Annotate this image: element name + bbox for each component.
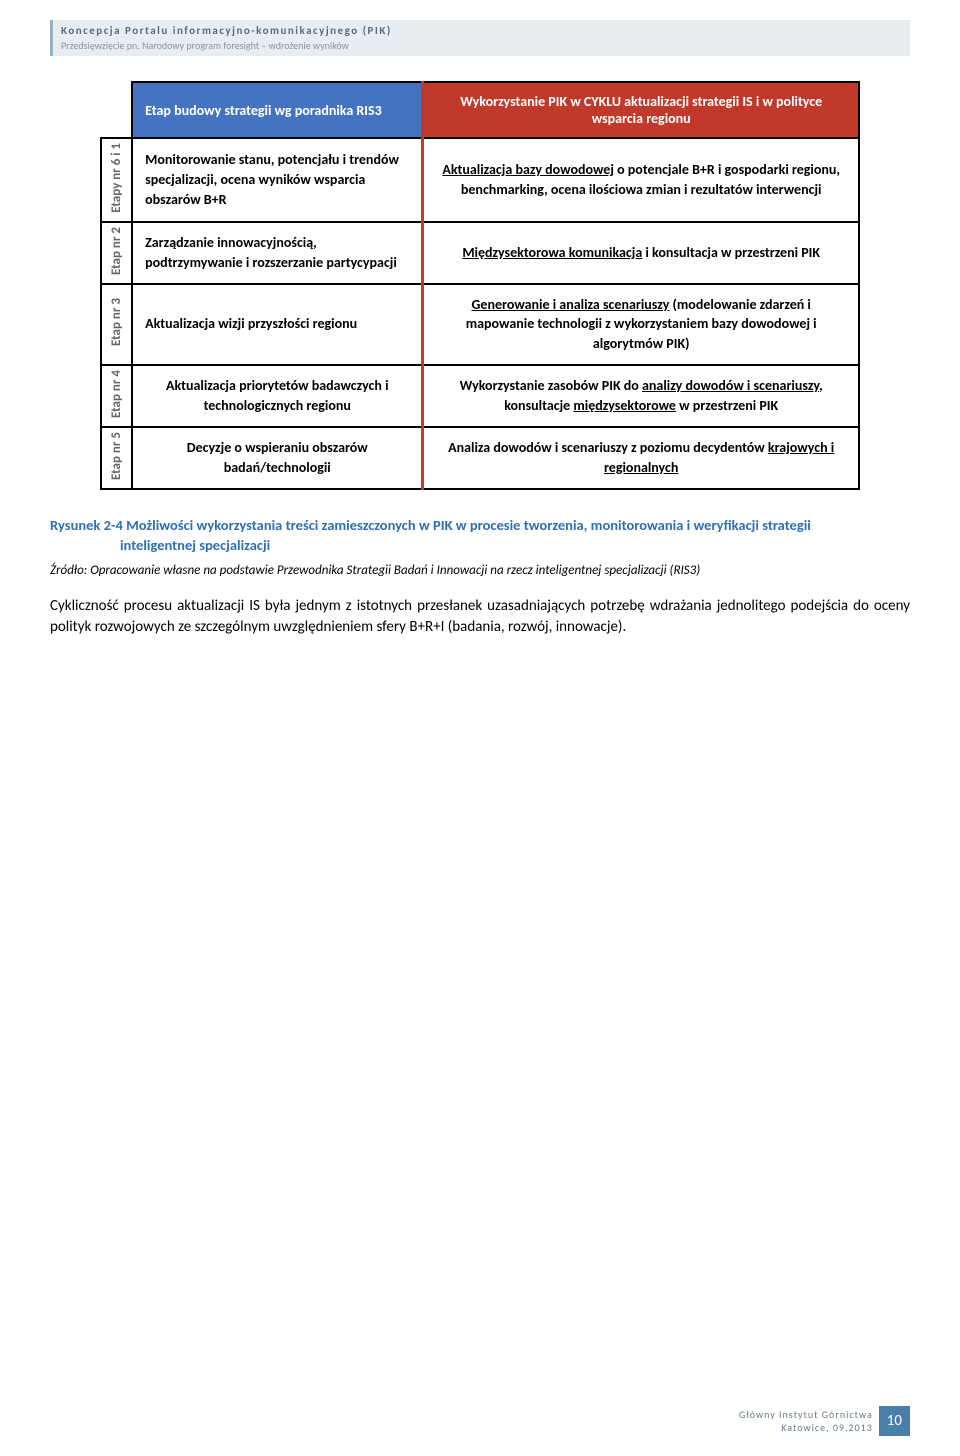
cell-left: Aktualizacja wizji przyszłości regionu [132,284,423,365]
page-footer: Główny Instytut Górnictwa Katowice, 09.2… [739,1406,910,1436]
page-number: 10 [879,1406,910,1436]
cell-left: Monitorowanie stanu, potencjału i trendó… [132,138,423,222]
etap-label: Etap nr 3 [109,298,124,346]
table-row: Etapy nr 6 i 1 Monitorowanie stanu, pote… [101,138,859,222]
cell-right: Generowanie i analiza scenariuszy (model… [423,284,859,365]
diagram-table: Etap budowy strategii wg poradnika RIS3 … [100,81,860,490]
header-left: Etap budowy strategii wg poradnika RIS3 [132,82,423,138]
cell-left: Decyzje o wspieraniu obszarów badań/tech… [132,427,423,489]
table-row: Etap nr 2 Zarządzanie innowacyjnością, p… [101,222,859,284]
cell-left: Aktualizacja priorytetów badawczych i te… [132,365,423,427]
etap-label: Etap nr 2 [109,227,124,275]
cell-right: Międzysektorowa komunikacja i konsultacj… [423,222,859,284]
etap-label: Etapy nr 6 i 1 [109,143,124,213]
header-subtitle: Przedsięwzięcie pn. Narodowy program for… [61,39,910,52]
etap-label: Etap nr 4 [109,370,124,418]
footer-text: Główny Instytut Górnictwa Katowice, 09.2… [739,1408,873,1434]
cell-left: Zarządzanie innowacyjnością, podtrzymywa… [132,222,423,284]
header-title: Koncepcja Portalu informacyjno-komunikac… [61,24,910,37]
table-row: Etap nr 4 Aktualizacja priorytetów badaw… [101,365,859,427]
figure-caption: Rysunek 2-4 Możliwości wykorzystania tre… [50,515,910,556]
ris3-diagram: Etap budowy strategii wg poradnika RIS3 … [100,81,860,490]
cell-right: Aktualizacja bazy dowodowej o potencjale… [423,138,859,222]
body-paragraph: Cykliczność procesu aktualizacji IS była… [50,596,910,638]
figure-source: Źródło: Opracowanie własne na podstawie … [50,563,910,578]
table-row: Etap nr 3 Aktualizacja wizji przyszłości… [101,284,859,365]
page-header: Koncepcja Portalu informacyjno-komunikac… [50,20,910,56]
cell-right: Analiza dowodów i scenariuszy z poziomu … [423,427,859,489]
header-right: Wykorzystanie PIK w CYKLU aktualizacji s… [423,82,859,138]
cell-right: Wykorzystanie zasobów PIK do analizy dow… [423,365,859,427]
table-header-row: Etap budowy strategii wg poradnika RIS3 … [101,82,859,138]
etap-label: Etap nr 5 [109,432,124,480]
table-row: Etap nr 5 Decyzje o wspieraniu obszarów … [101,427,859,489]
